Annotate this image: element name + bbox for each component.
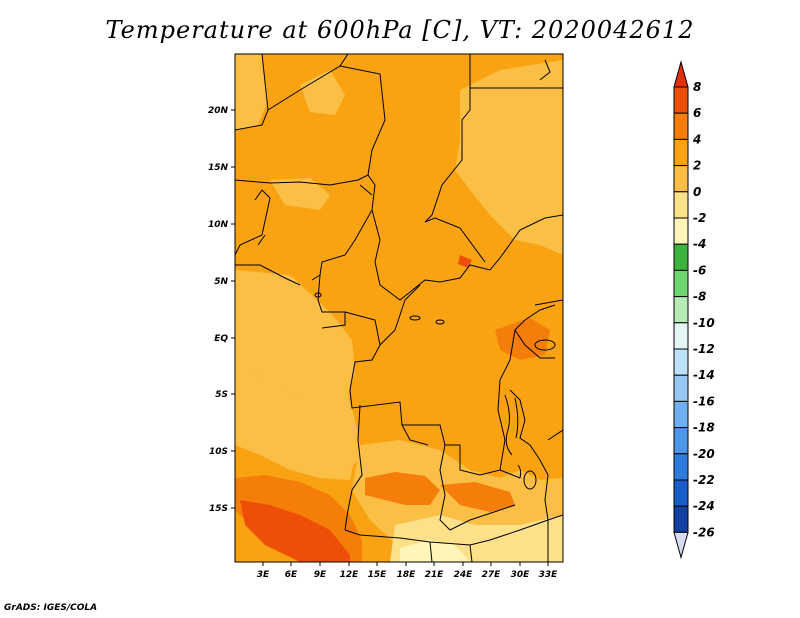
country-borders [235,54,563,562]
lon-label: 6E [285,570,298,580]
colorbar-swatch [673,217,689,245]
colorbar-label: -20 [693,447,715,461]
colorbar-swatch [673,348,689,376]
colorbar-swatch [673,505,689,533]
lon-label: 18E [397,570,417,580]
colorbar-label: -26 [693,525,715,539]
lon-label: 33E [539,570,559,580]
band-0-to-2-sahara [300,70,345,115]
lon-label: 15E [368,570,388,580]
temperature-field [235,54,563,562]
band-4-to-6-zambia [440,482,515,512]
lat-label: 5N [214,277,228,287]
colorbar-swatch [673,191,689,219]
colorbar-label: -4 [693,237,706,251]
latitude-labels: 20N 15N 10N 5N EQ 5S 10S 15S [208,106,229,514]
lat-label: 20N [208,106,229,116]
colorbar-swatch [673,138,689,167]
lat-label: 10N [208,220,229,230]
lat-label: 10S [209,447,228,457]
lon-label: 3E [257,570,270,580]
band-4-to-6-angola-zambia [365,472,440,505]
band-6-to-8-patch [458,255,472,268]
colorbar-label: -16 [693,394,715,408]
colorbar-label: -24 [693,499,715,513]
colorbar-swatch [673,86,689,114]
colorbar-label: 8 [693,80,701,94]
chart-title: Temperature at 600hPa [C], VT: 202004261… [105,16,695,44]
band-0-to-2-northwest [235,54,268,130]
colorbar-swatch [673,400,689,429]
latitude-axis [231,109,235,509]
lon-label: 30E [511,570,531,580]
map-frame [234,53,564,563]
colorbar-swatch [673,296,689,324]
lakes [314,59,556,490]
band-4-to-6-east [495,318,550,360]
lon-label: 27E [482,570,502,580]
lon-label: 12E [340,570,360,580]
colorbar-label: -2 [693,211,706,225]
lon-label: 24E [454,570,474,580]
colorbar-swatch [673,322,689,350]
colorbar-swatch [673,165,689,193]
lat-label: EQ [214,334,228,344]
lon-label: 21E [425,570,445,580]
colorbar-swatch [673,269,689,298]
colorbar-label: -18 [693,421,715,435]
band-lt-m2-south [400,540,470,562]
colorbar-label: 0 [693,185,701,199]
band-6-to-8-southwest [240,500,350,562]
longitude-labels: 3E 6E 9E 12E 15E 18E 21E 24E 27E 30E 33E [257,570,558,580]
colorbar-label: -12 [693,342,715,356]
longitude-axis [262,562,549,566]
colorbar-swatch [673,374,689,402]
colorbar-label: -22 [693,473,715,487]
credit-text: GrADS: IGES/COLA [4,603,98,613]
colorbar-label: -14 [693,368,715,382]
band-0-to-2-chad [270,178,330,210]
lat-label: 15N [208,163,229,173]
colorbar-label: 4 [692,132,701,146]
band-0-to-2-east [455,60,563,255]
colorbar-label: 6 [693,106,701,120]
colorbar-top-arrow [673,60,689,88]
colorbar-swatch [673,427,689,455]
band-0-to-2-southwest [235,365,355,480]
colorbar-label: -8 [693,290,706,304]
lat-label: 5S [215,390,228,400]
colorbar-swatch [673,112,689,140]
colorbar-swatch [673,453,689,481]
colorbar: 8 6 4 2 0 -2 -4 -6 -8 -10 -12 -14 -16 -18 -20 -22 -24 -26 [673,60,715,560]
colorbar-swatch [673,479,689,507]
lat-label: 15S [209,504,228,514]
colorbar-swatch [673,243,689,271]
lon-label: 9E [314,570,327,580]
colorbar-bottom-arrow [673,531,689,560]
colorbar-label: -10 [693,316,715,330]
colorbar-label: 2 [693,159,701,173]
colorbar-label: -6 [693,263,706,277]
